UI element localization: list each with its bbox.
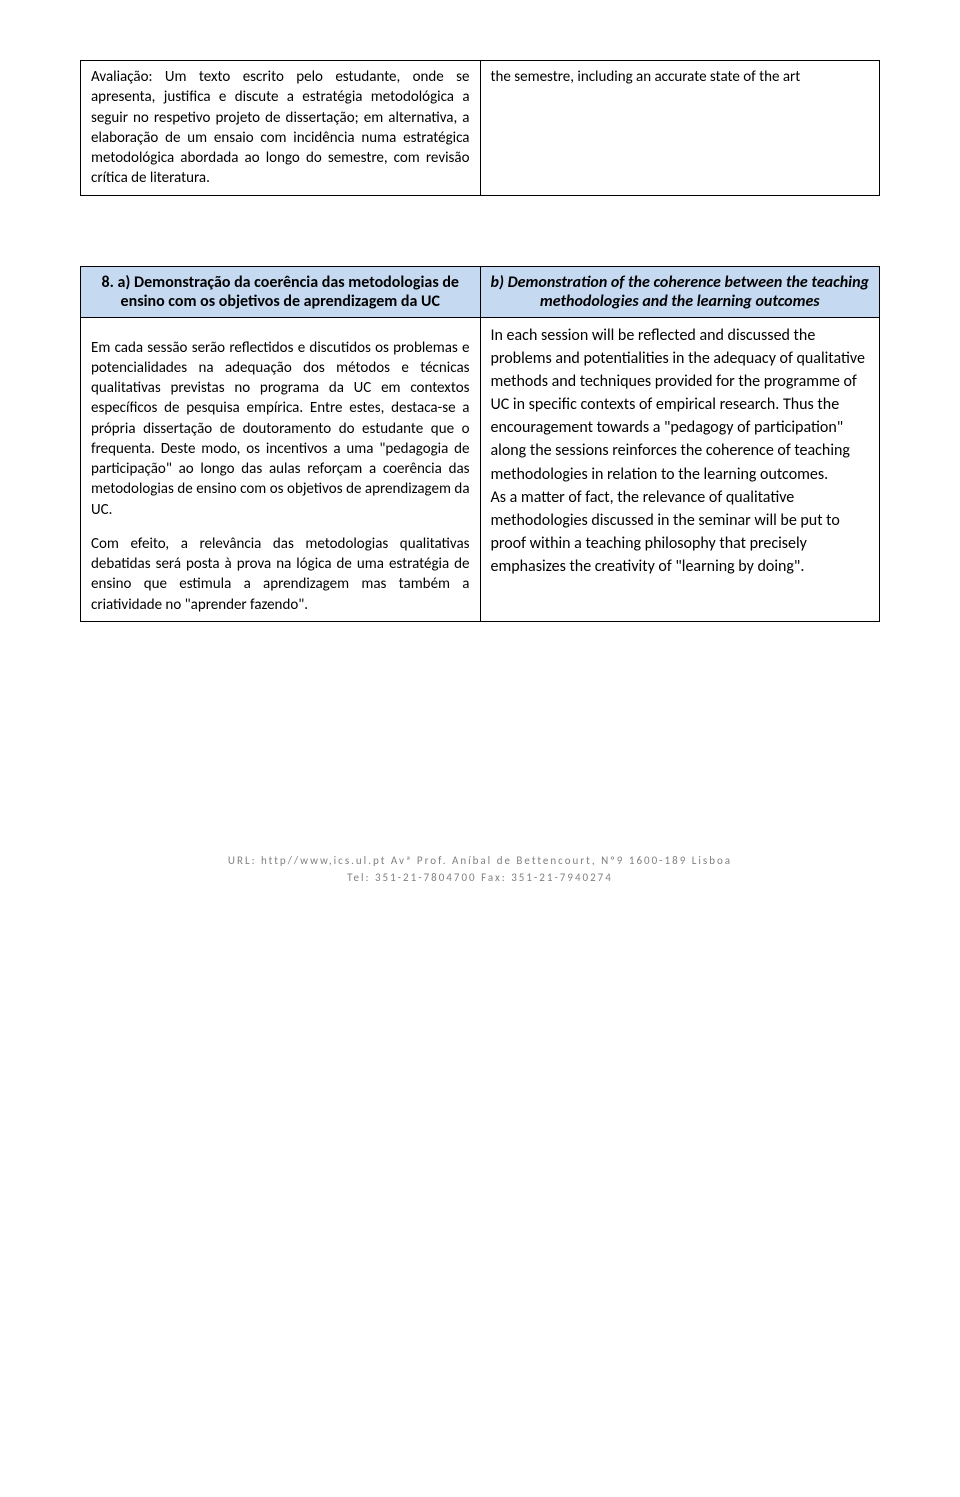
body-left-para2: Com efeito, a relevância das metodologia… [91, 534, 470, 615]
header-text-en: b) Demonstration of the coherence betwee… [491, 273, 869, 311]
cell-left: Avaliação: Um texto escrito pelo estudan… [81, 61, 481, 196]
footer-line1: URL: http//www,ics.ul.pt Avª Prof. Aníba… [80, 852, 880, 870]
table-evaluation: Avaliação: Um texto escrito pelo estudan… [80, 60, 880, 196]
table-coherence: 8. a) Demonstração da coerência das meto… [80, 266, 880, 622]
header-cell-right: b) Demonstration of the coherence betwee… [480, 266, 880, 317]
table-header-row: 8. a) Demonstração da coerência das meto… [81, 266, 880, 317]
body-cell-right: In each session will be reflected and di… [480, 317, 880, 621]
table-row: Avaliação: Um texto escrito pelo estudan… [81, 61, 880, 196]
body-left-para1: Em cada sessão serão reflectidos e discu… [91, 338, 470, 520]
header-cell-left: 8. a) Demonstração da coerência das meto… [81, 266, 481, 317]
header-text-pt: 8. a) Demonstração da coerência das meto… [102, 273, 459, 311]
table-body-row: Em cada sessão serão reflectidos e discu… [81, 317, 880, 621]
evaluation-text-en: the semestre, including an accurate stat… [491, 68, 801, 86]
cell-right: the semestre, including an accurate stat… [480, 61, 880, 196]
footer-line2: Tel: 351-21-7804700 Fax: 351-21-7940274 [80, 869, 880, 887]
body-right-para1: In each session will be reflected and di… [491, 324, 870, 486]
page-footer: URL: http//www,ics.ul.pt Avª Prof. Aníba… [80, 852, 880, 887]
body-right-para2: As a matter of fact, the relevance of qu… [491, 486, 870, 579]
evaluation-text-pt: Avaliação: Um texto escrito pelo estudan… [91, 68, 470, 187]
body-cell-left: Em cada sessão serão reflectidos e discu… [81, 317, 481, 621]
page-container: Avaliação: Um texto escrito pelo estudan… [0, 0, 960, 927]
